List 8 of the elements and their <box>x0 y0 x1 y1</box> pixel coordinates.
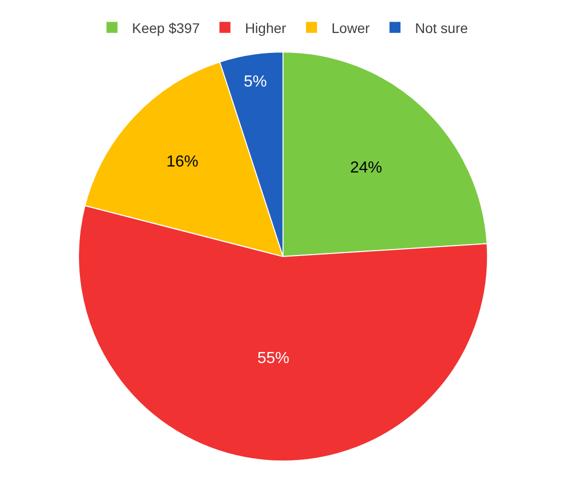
legend-label: Keep $397 <box>132 20 200 36</box>
data-label: 5% <box>244 73 267 90</box>
data-label: 24% <box>350 160 382 177</box>
legend-label: Not sure <box>414 20 468 36</box>
legend-label: Lower <box>332 20 370 36</box>
data-label: 55% <box>257 350 290 367</box>
data-label: 16% <box>166 154 198 171</box>
legend-label: Higher <box>244 20 287 36</box>
